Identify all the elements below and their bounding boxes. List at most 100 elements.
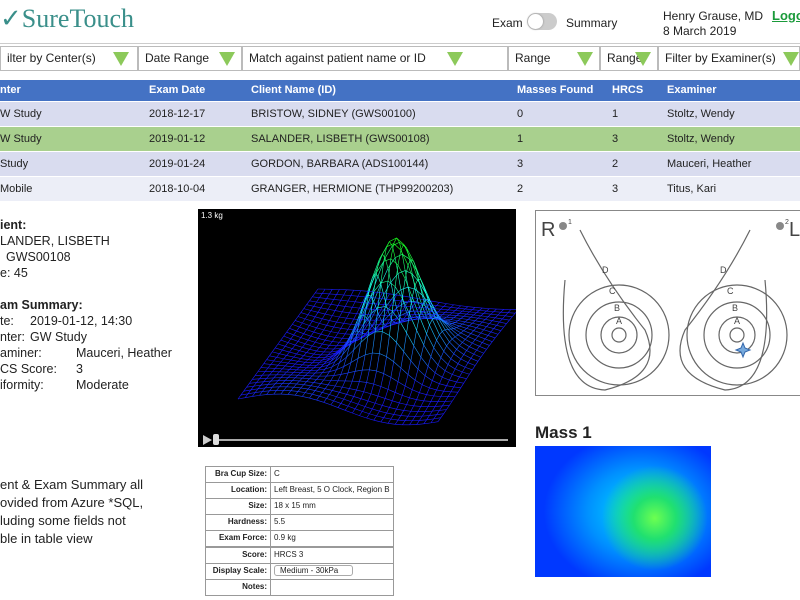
mesh-line [246,385,254,388]
mesh-line [403,314,407,319]
mesh-line [380,326,384,330]
mesh-line [487,335,496,339]
filter-arrow[interactable] [219,52,235,66]
filter-arrow[interactable] [113,52,129,66]
mesh-line [351,371,356,382]
mesh-line [404,265,409,279]
table-cell: Titus, Kari [667,183,717,195]
mesh-line [379,405,383,412]
filter[interactable]: Match against patient name or ID [242,46,508,71]
mesh-line [430,395,434,402]
mesh-line [397,273,402,290]
play-button[interactable] [203,435,212,445]
filter[interactable]: ilter by Center(s) [0,46,138,71]
mesh-line [447,358,452,365]
filter[interactable]: Filter by Examiner(s) [658,46,800,71]
toggle-switch[interactable] [527,13,557,30]
mesh-line [460,354,464,360]
filter-arrow[interactable] [783,52,799,66]
mesh-line [453,381,457,388]
table-row[interactable] [0,127,800,151]
mesh-line [317,386,326,389]
mesh-line [282,349,290,353]
filter[interactable]: Range [600,46,658,71]
mesh-line [436,305,444,307]
mesh-line [347,295,352,302]
detail-value[interactable]: Medium - 30kPa [274,564,354,576]
mesh-line [382,398,386,406]
mesh-line [343,318,347,324]
mesh-line [414,284,423,307]
mesh-line [372,408,380,412]
mesh-line [244,393,249,398]
field-label: te: [0,314,14,328]
mesh-line [490,328,494,333]
mesh-line [382,405,390,408]
mesh-line [276,353,280,358]
mesh-line [416,423,424,425]
logout-link[interactable]: Logo [772,8,800,23]
filter-arrow[interactable] [635,52,651,66]
mesh-line [419,384,423,393]
mesh-line [320,329,324,335]
filter[interactable]: Range [508,46,600,71]
mesh-line [339,392,347,395]
surface-viewer[interactable]: 1.3 kg [198,209,519,447]
slider[interactable] [216,439,508,441]
detail-divider [270,466,271,483]
mesh-line [449,338,453,343]
mesh-line [486,308,490,312]
filter-arrow[interactable] [447,52,463,66]
slider-thumb[interactable] [213,434,219,445]
mesh-line [489,320,493,324]
mesh-line [285,365,293,367]
mesh-line [332,310,336,316]
mesh-line [326,394,330,399]
mesh-line [265,386,273,389]
mesh-line [344,345,349,348]
mesh-line [469,342,473,347]
mesh-line [452,323,460,327]
table-row[interactable] [0,177,800,201]
mesh-line [394,419,399,425]
mesh-line [277,339,282,345]
mesh-line [326,345,330,349]
mesh-line [486,323,490,327]
mesh-line [463,378,467,384]
mesh-line [459,345,467,351]
mesh-line [337,328,342,334]
mesh-line [323,325,327,331]
mesh-line [383,258,391,262]
mesh-line [329,369,337,372]
mesh-line [456,376,460,383]
mesh-line [465,339,473,344]
mesh-line [317,366,322,371]
mesh-line [249,379,253,384]
mesh-line [287,390,292,395]
mesh-line [473,349,477,355]
mesh-line [390,361,395,378]
mesh-line [353,313,357,320]
mesh-line [482,321,490,324]
mesh-line [390,243,395,259]
mesh-line [366,382,374,385]
filter-arrow[interactable] [577,52,593,66]
mesh-line [356,333,360,339]
mesh-line [333,369,337,376]
mesh-line [454,336,463,343]
mesh-line [466,325,470,329]
table-cell: SALANDER, LISBETH (GWS00108) [251,133,430,145]
mesh-line [389,307,397,315]
filter[interactable]: Date Range [138,46,242,71]
mesh-line [449,341,457,350]
mesh-line [479,346,487,350]
mesh-line [410,258,414,262]
table-row[interactable] [0,152,800,176]
mesh-line [397,415,402,421]
table-row[interactable] [0,102,800,126]
mesh-line [310,385,319,388]
mesh-line [247,392,256,395]
note-line: ble in table view [0,531,93,546]
mass-heatmap [535,446,711,577]
mesh-line [462,339,466,343]
